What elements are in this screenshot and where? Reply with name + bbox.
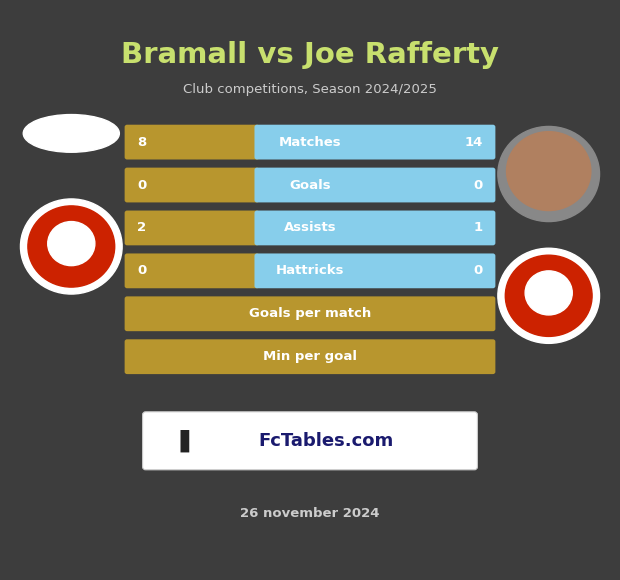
Text: 2: 2 (137, 222, 146, 234)
FancyBboxPatch shape (254, 211, 495, 245)
Text: Assists: Assists (284, 222, 336, 234)
Text: Matches: Matches (278, 136, 342, 148)
FancyBboxPatch shape (254, 253, 495, 288)
Text: 26 november 2024: 26 november 2024 (241, 507, 379, 520)
FancyBboxPatch shape (125, 168, 259, 202)
Text: Min per goal: Min per goal (263, 350, 357, 363)
FancyBboxPatch shape (125, 125, 259, 160)
FancyBboxPatch shape (125, 296, 495, 331)
Circle shape (498, 126, 600, 222)
Text: Goals: Goals (289, 179, 331, 191)
Text: 1: 1 (474, 222, 483, 234)
FancyBboxPatch shape (254, 125, 495, 160)
Text: ▐: ▐ (171, 430, 188, 452)
Text: 0: 0 (137, 264, 146, 277)
Text: 0: 0 (474, 179, 483, 191)
Circle shape (525, 271, 572, 315)
Circle shape (507, 132, 591, 211)
FancyBboxPatch shape (125, 211, 259, 245)
Text: Hattricks: Hattricks (276, 264, 344, 277)
Text: 0: 0 (474, 264, 483, 277)
Circle shape (20, 199, 122, 294)
FancyBboxPatch shape (125, 339, 495, 374)
Text: Club competitions, Season 2024/2025: Club competitions, Season 2024/2025 (183, 84, 437, 96)
Circle shape (48, 222, 95, 266)
Text: 8: 8 (137, 136, 146, 148)
Text: FcTables.com: FcTables.com (258, 432, 393, 450)
FancyBboxPatch shape (143, 412, 477, 470)
FancyBboxPatch shape (254, 168, 495, 202)
Circle shape (28, 206, 115, 287)
Text: Bramall vs Joe Rafferty: Bramall vs Joe Rafferty (121, 41, 499, 69)
FancyBboxPatch shape (125, 253, 259, 288)
Text: 0: 0 (137, 179, 146, 191)
Circle shape (498, 248, 600, 343)
Text: 14: 14 (464, 136, 483, 148)
Text: Goals per match: Goals per match (249, 307, 371, 320)
Ellipse shape (24, 114, 120, 152)
Circle shape (505, 255, 592, 336)
